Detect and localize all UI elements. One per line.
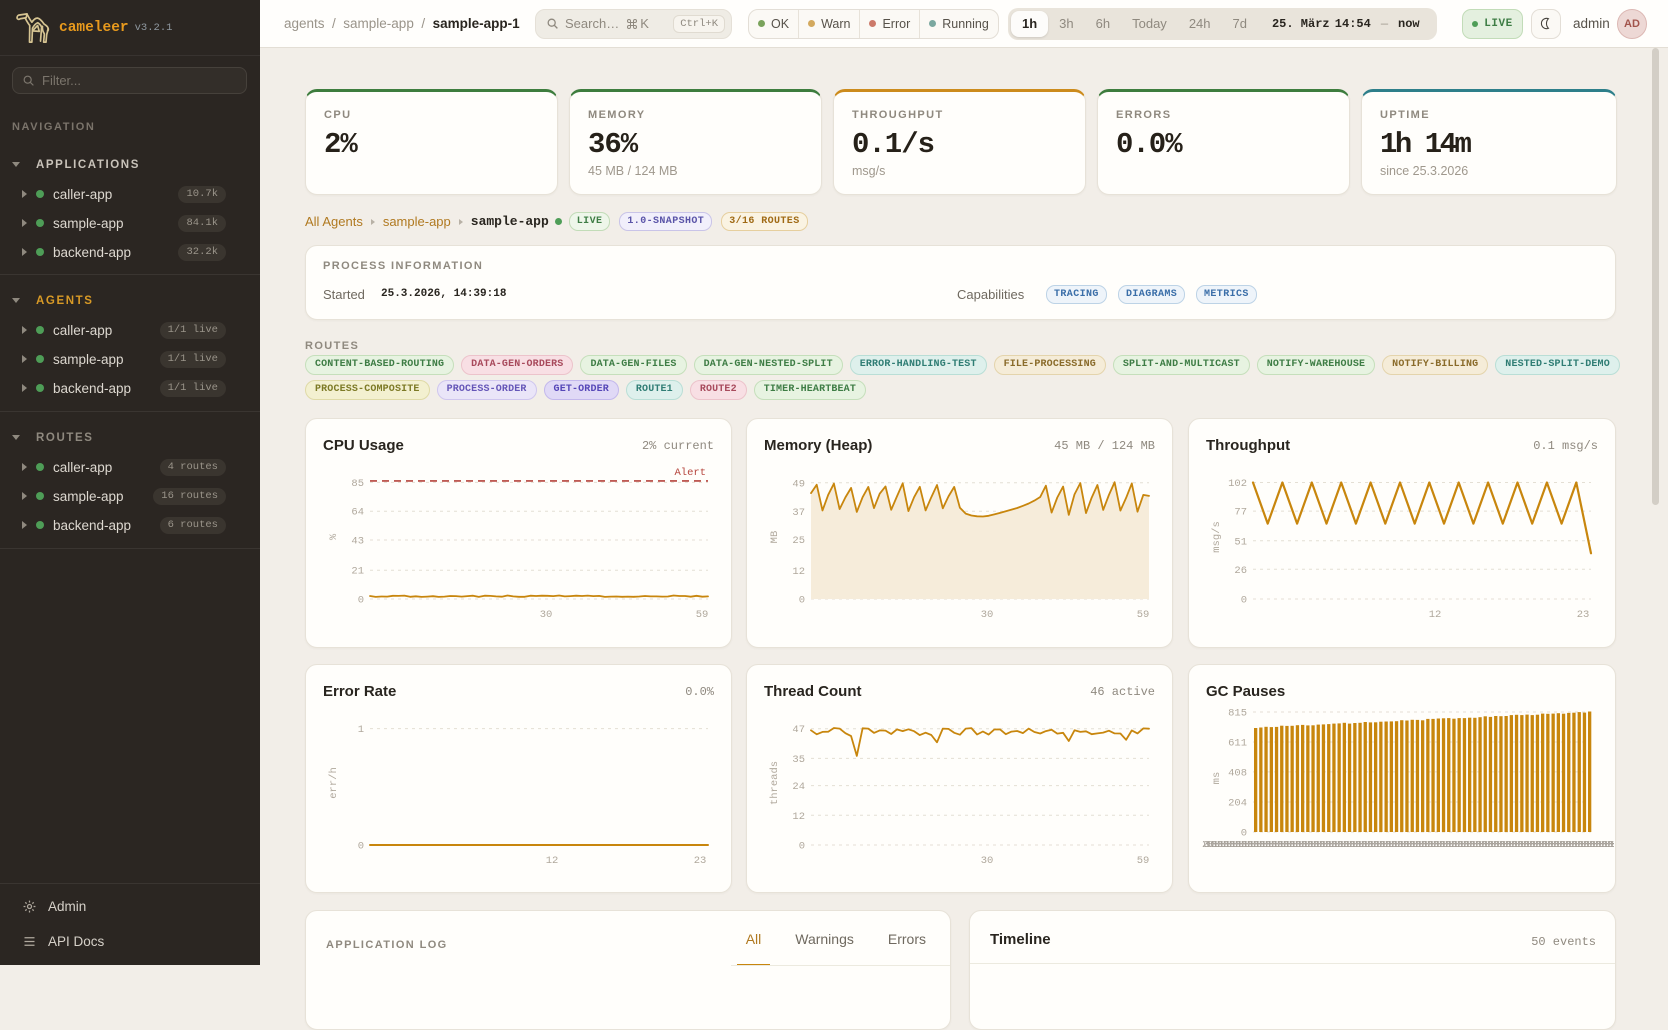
svg-text:0: 0 bbox=[799, 841, 805, 853]
svg-text:0: 0 bbox=[358, 595, 364, 607]
svg-text:59: 59 bbox=[1137, 609, 1150, 621]
svg-text:0: 0 bbox=[1241, 595, 1247, 607]
svg-text:12: 12 bbox=[792, 566, 805, 578]
svg-text:49: 49 bbox=[792, 478, 805, 490]
svg-text:85: 85 bbox=[351, 478, 364, 490]
svg-text:77: 77 bbox=[1234, 507, 1247, 519]
svg-text:37: 37 bbox=[792, 507, 805, 519]
svg-text:12: 12 bbox=[792, 811, 805, 823]
svg-text:%: % bbox=[328, 533, 340, 540]
svg-text:26: 26 bbox=[1234, 565, 1247, 577]
svg-text:815: 815 bbox=[1228, 708, 1247, 720]
svg-text:43: 43 bbox=[351, 536, 364, 548]
svg-text:23: 23 bbox=[1577, 609, 1590, 621]
svg-text:47: 47 bbox=[792, 724, 805, 736]
svg-text:err/h: err/h bbox=[328, 767, 340, 799]
svg-text:ms: ms bbox=[1211, 772, 1223, 785]
svg-text:23: 23 bbox=[694, 855, 707, 867]
svg-text:msg/s: msg/s bbox=[1211, 521, 1223, 553]
svg-text:611: 611 bbox=[1228, 738, 1247, 750]
svg-text:408: 408 bbox=[1228, 767, 1247, 779]
svg-text:59: 59 bbox=[1137, 855, 1150, 867]
svg-text:0: 0 bbox=[358, 841, 364, 853]
svg-text:35: 35 bbox=[792, 754, 805, 766]
svg-text:Alert: Alert bbox=[674, 467, 706, 479]
svg-text:1: 1 bbox=[358, 724, 364, 736]
svg-text:0: 0 bbox=[1241, 828, 1247, 840]
svg-text:25: 25 bbox=[792, 535, 805, 547]
svg-text:204: 204 bbox=[1228, 798, 1247, 810]
svg-text:threads: threads bbox=[769, 761, 781, 805]
svg-text:21: 21 bbox=[351, 566, 364, 578]
svg-text:30: 30 bbox=[981, 609, 994, 621]
svg-text:59: 59 bbox=[696, 609, 709, 621]
svg-text:51: 51 bbox=[1234, 536, 1247, 548]
svg-text:24: 24 bbox=[792, 781, 805, 793]
svg-text:12: 12 bbox=[546, 855, 559, 867]
svg-text:30: 30 bbox=[540, 609, 553, 621]
svg-text:MB: MB bbox=[769, 531, 781, 544]
svg-text:0: 0 bbox=[799, 595, 805, 607]
svg-text:30: 30 bbox=[981, 855, 994, 867]
svg-text:64: 64 bbox=[351, 507, 364, 519]
svg-text:102: 102 bbox=[1228, 478, 1247, 490]
svg-text:12: 12 bbox=[1429, 609, 1442, 621]
